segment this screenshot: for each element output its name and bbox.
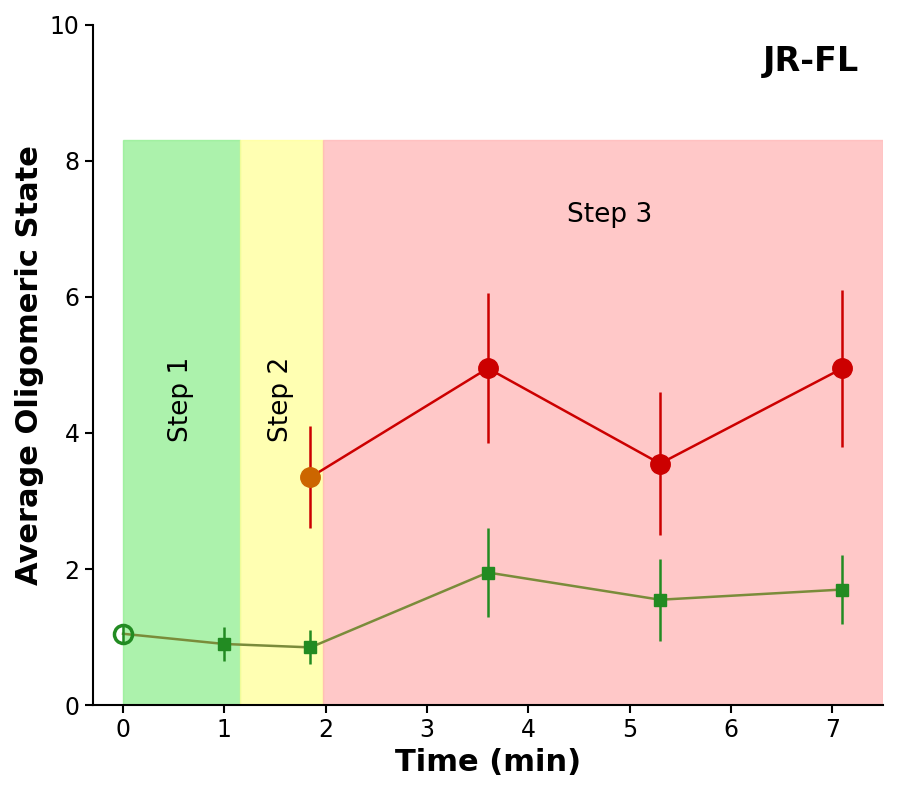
Text: Step 2: Step 2 [269, 356, 295, 441]
Text: JR-FL: JR-FL [763, 45, 859, 78]
Bar [322, 140, 883, 705]
Y-axis label: Average Oligomeric State: Average Oligomeric State [15, 145, 44, 584]
Bar [240, 140, 322, 705]
X-axis label: Time (min): Time (min) [395, 748, 581, 777]
Text: Step 1: Step 1 [168, 356, 194, 441]
Text: Step 3: Step 3 [567, 202, 652, 228]
Bar [123, 140, 240, 705]
